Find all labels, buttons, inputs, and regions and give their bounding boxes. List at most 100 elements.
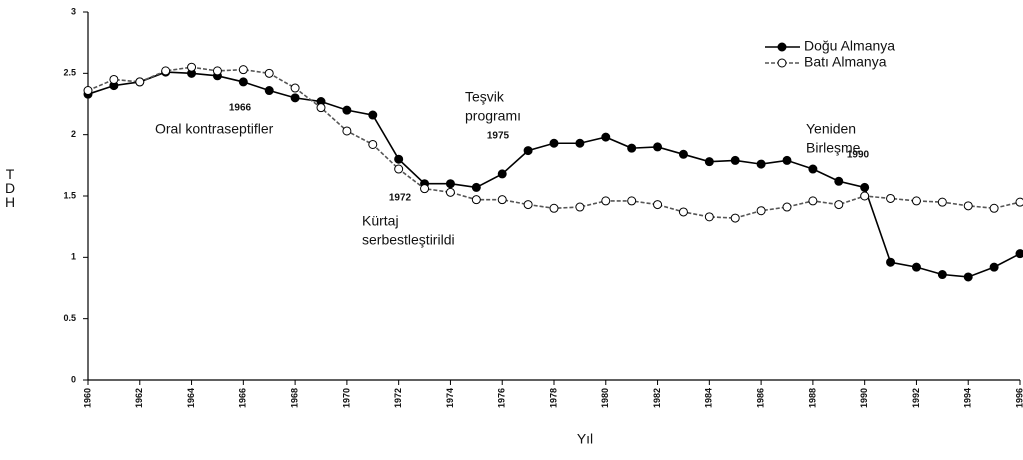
- x-tick-label: 1962: [134, 388, 144, 408]
- data-point: [342, 126, 352, 136]
- x-tick-label: 1984: [704, 388, 714, 408]
- data-point: [238, 77, 248, 87]
- data-point: [290, 83, 300, 93]
- data-point: [368, 110, 378, 120]
- data-point: [989, 203, 999, 213]
- annotation-text: Birleşme: [806, 140, 861, 156]
- x-tick-label: 1964: [186, 388, 196, 408]
- data-point: [368, 139, 378, 149]
- data-point: [445, 179, 455, 189]
- data-point: [109, 74, 119, 84]
- y-tick-label: 1: [71, 252, 76, 262]
- legend-label: Batı Almanya: [804, 54, 887, 70]
- x-tick-label: 1966: [238, 388, 248, 408]
- x-tick-label: 1996: [1014, 388, 1023, 408]
- data-point: [497, 195, 507, 205]
- data-point: [264, 68, 274, 78]
- data-point: [135, 77, 145, 87]
- annotation-text: Yeniden: [806, 121, 856, 137]
- annotation-year: 1975: [487, 131, 510, 142]
- data-point: [730, 213, 740, 223]
- x-tick-label: 1974: [445, 388, 455, 408]
- y-tick-label: 3: [71, 6, 76, 16]
- data-point: [187, 62, 197, 72]
- data-point: [704, 212, 714, 222]
- annotation-year: 1966: [229, 103, 252, 114]
- data-point: [678, 149, 688, 159]
- data-point: [549, 138, 559, 148]
- annotation-text: Oral kontraseptifler: [155, 121, 274, 137]
- x-tick-label: 1990: [859, 388, 869, 408]
- annotation-year: 1990: [847, 150, 870, 161]
- data-point: [238, 65, 248, 75]
- x-tick-label: 1970: [341, 388, 351, 408]
- data-point: [471, 195, 481, 205]
- data-point: [601, 196, 611, 206]
- data-point: [394, 154, 404, 164]
- x-tick-label: 1972: [393, 388, 403, 408]
- annotation-text: Teşvik: [465, 89, 505, 105]
- data-point: [782, 202, 792, 212]
- data-point: [989, 262, 999, 272]
- data-point: [523, 146, 533, 156]
- data-point: [290, 93, 300, 103]
- data-point: [497, 169, 507, 179]
- x-tick-label: 1960: [82, 388, 92, 408]
- data-point: [886, 257, 896, 267]
- data-point: [653, 142, 663, 152]
- data-point: [212, 66, 222, 76]
- data-point: [834, 176, 844, 186]
- data-point: [627, 143, 637, 153]
- legend-marker: [777, 58, 787, 68]
- x-tick-label: 1994: [963, 388, 973, 408]
- data-point: [83, 86, 93, 96]
- data-point: [834, 200, 844, 210]
- annotation-text: Kürtaj: [362, 213, 399, 229]
- data-point: [963, 272, 973, 282]
- y-tick-label: 2: [71, 129, 76, 139]
- data-point: [704, 157, 714, 167]
- data-point: [471, 182, 481, 192]
- data-point: [653, 200, 663, 210]
- legend-marker: [777, 42, 787, 52]
- annotation-text: serbestleştirildi: [362, 232, 455, 248]
- data-point: [860, 182, 870, 192]
- data-point: [756, 159, 766, 169]
- y-tick-label: 1.5: [63, 190, 76, 200]
- data-point: [601, 132, 611, 142]
- data-point: [782, 155, 792, 165]
- data-point: [549, 203, 559, 213]
- legend-label: Doğu Almanya: [804, 38, 895, 54]
- x-tick-label: 1980: [600, 388, 610, 408]
- x-tick-label: 1986: [755, 388, 765, 408]
- data-point: [756, 206, 766, 216]
- data-point: [808, 164, 818, 174]
- y-tick-label: 0: [71, 374, 76, 384]
- data-point: [316, 103, 326, 113]
- data-point: [808, 196, 818, 206]
- data-point: [523, 200, 533, 210]
- x-tick-label: 1982: [652, 388, 662, 408]
- y-tick-label: 2.5: [63, 68, 76, 78]
- data-point: [1015, 197, 1023, 207]
- annotation-year: 1972: [389, 193, 412, 204]
- data-point: [860, 191, 870, 201]
- data-point: [420, 184, 430, 194]
- data-point: [627, 196, 637, 206]
- data-point: [911, 262, 921, 272]
- data-point: [394, 164, 404, 174]
- data-point: [886, 193, 896, 203]
- x-tick-label: 1976: [497, 388, 507, 408]
- data-point: [937, 270, 947, 280]
- x-tick-label: 1988: [807, 388, 817, 408]
- data-point: [1015, 249, 1023, 259]
- data-point: [730, 155, 740, 165]
- data-point: [575, 138, 585, 148]
- y-tick-label: 0.5: [63, 313, 76, 323]
- data-point: [161, 66, 171, 76]
- data-point: [575, 202, 585, 212]
- x-tick-label: 1978: [548, 388, 558, 408]
- x-tick-label: 1992: [911, 388, 921, 408]
